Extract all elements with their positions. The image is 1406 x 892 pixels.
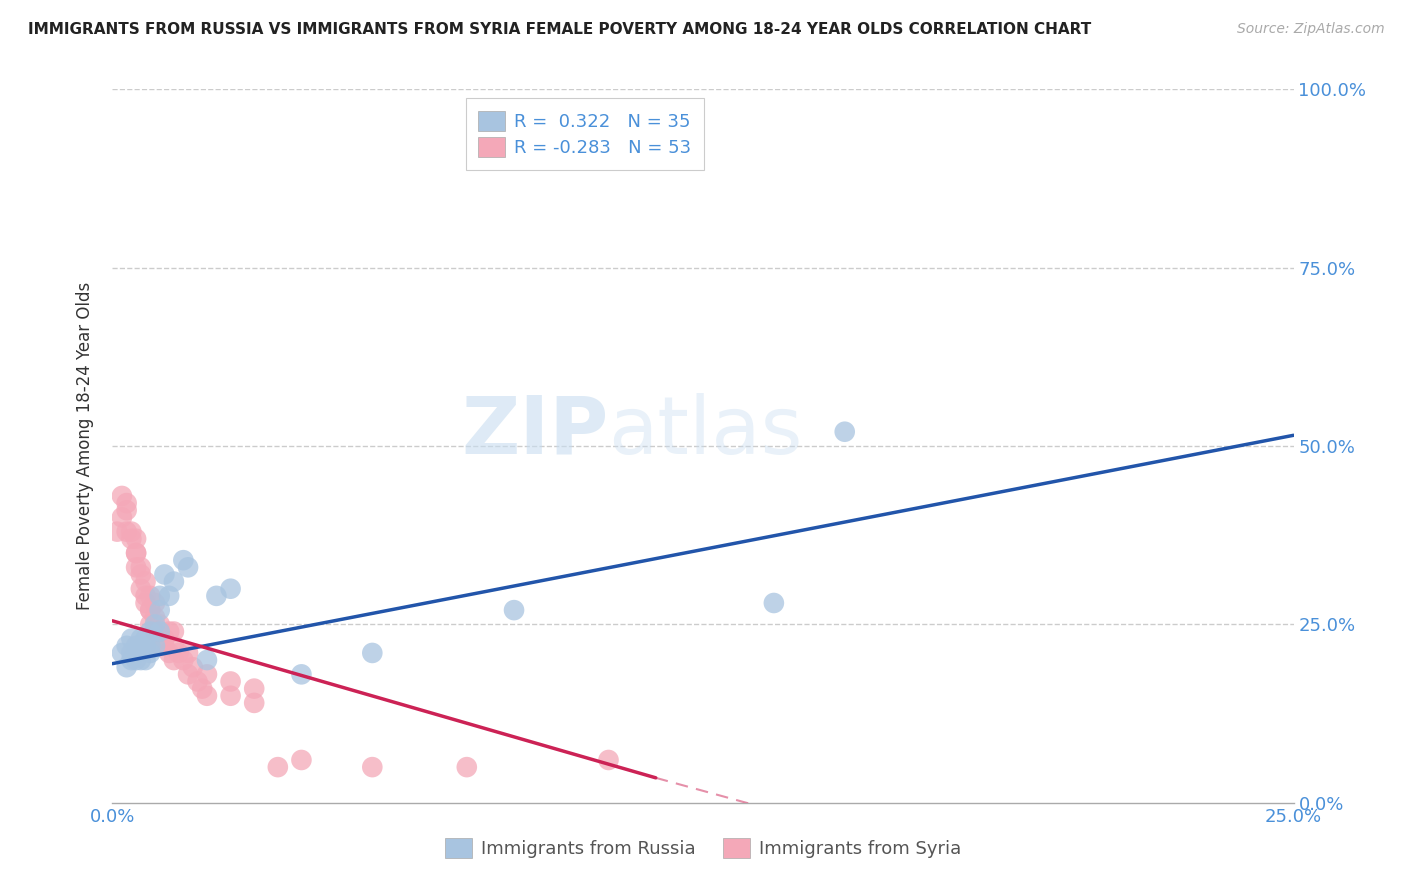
Point — [181, 660, 204, 674]
Point — [143, 624, 166, 639]
Point — [125, 560, 148, 574]
Point — [135, 589, 157, 603]
Point — [111, 646, 134, 660]
Point — [139, 646, 162, 660]
Point — [149, 617, 172, 632]
Point — [120, 646, 142, 660]
Point — [153, 567, 176, 582]
Text: IMMIGRANTS FROM RUSSIA VS IMMIGRANTS FROM SYRIA FEMALE POVERTY AMONG 18-24 YEAR : IMMIGRANTS FROM RUSSIA VS IMMIGRANTS FRO… — [28, 22, 1091, 37]
Point — [167, 646, 190, 660]
Point — [153, 632, 176, 646]
Point — [219, 674, 242, 689]
Point — [243, 681, 266, 696]
Point — [157, 646, 180, 660]
Point — [125, 532, 148, 546]
Point — [120, 632, 142, 646]
Point — [139, 624, 162, 639]
Point — [139, 603, 162, 617]
Point — [129, 632, 152, 646]
Point — [172, 553, 194, 567]
Point — [125, 546, 148, 560]
Point — [177, 560, 200, 574]
Point — [361, 646, 384, 660]
Point — [120, 532, 142, 546]
Point — [172, 653, 194, 667]
Point — [195, 689, 218, 703]
Point — [125, 546, 148, 560]
Point — [125, 639, 148, 653]
Point — [135, 574, 157, 589]
Point — [195, 667, 218, 681]
Point — [163, 653, 186, 667]
Point — [111, 510, 134, 524]
Point — [163, 639, 186, 653]
Point — [115, 660, 138, 674]
Point — [267, 760, 290, 774]
Point — [762, 596, 785, 610]
Point — [149, 639, 172, 653]
Point — [361, 760, 384, 774]
Text: ZIP: ZIP — [461, 392, 609, 471]
Point — [135, 653, 157, 667]
Point — [149, 589, 172, 603]
Point — [503, 603, 526, 617]
Point — [129, 653, 152, 667]
Point — [191, 681, 214, 696]
Point — [598, 753, 620, 767]
Point — [834, 425, 856, 439]
Point — [143, 610, 166, 624]
Legend: Immigrants from Russia, Immigrants from Syria: Immigrants from Russia, Immigrants from … — [437, 830, 969, 865]
Point — [219, 582, 242, 596]
Point — [120, 524, 142, 539]
Point — [149, 603, 172, 617]
Point — [115, 496, 138, 510]
Point — [139, 589, 162, 603]
Point — [177, 667, 200, 681]
Point — [139, 617, 162, 632]
Point — [125, 653, 148, 667]
Point — [149, 624, 172, 639]
Point — [143, 596, 166, 610]
Point — [153, 639, 176, 653]
Point — [456, 760, 478, 774]
Point — [205, 589, 228, 603]
Point — [143, 617, 166, 632]
Point — [290, 753, 312, 767]
Point — [186, 674, 208, 689]
Point — [219, 689, 242, 703]
Point — [139, 603, 162, 617]
Point — [290, 667, 312, 681]
Point — [125, 646, 148, 660]
Point — [115, 503, 138, 517]
Point — [129, 567, 152, 582]
Text: atlas: atlas — [609, 392, 803, 471]
Point — [135, 639, 157, 653]
Point — [115, 639, 138, 653]
Point — [163, 624, 186, 639]
Point — [157, 589, 180, 603]
Point — [139, 639, 162, 653]
Text: Source: ZipAtlas.com: Source: ZipAtlas.com — [1237, 22, 1385, 37]
Point — [163, 574, 186, 589]
Y-axis label: Female Poverty Among 18-24 Year Olds: Female Poverty Among 18-24 Year Olds — [76, 282, 94, 610]
Point — [129, 582, 152, 596]
Point — [129, 560, 152, 574]
Point — [177, 646, 200, 660]
Point — [135, 632, 157, 646]
Point — [195, 653, 218, 667]
Point — [157, 624, 180, 639]
Point — [149, 624, 172, 639]
Point — [120, 653, 142, 667]
Point — [135, 596, 157, 610]
Point — [243, 696, 266, 710]
Point — [111, 489, 134, 503]
Point — [115, 524, 138, 539]
Point — [105, 524, 128, 539]
Point — [143, 639, 166, 653]
